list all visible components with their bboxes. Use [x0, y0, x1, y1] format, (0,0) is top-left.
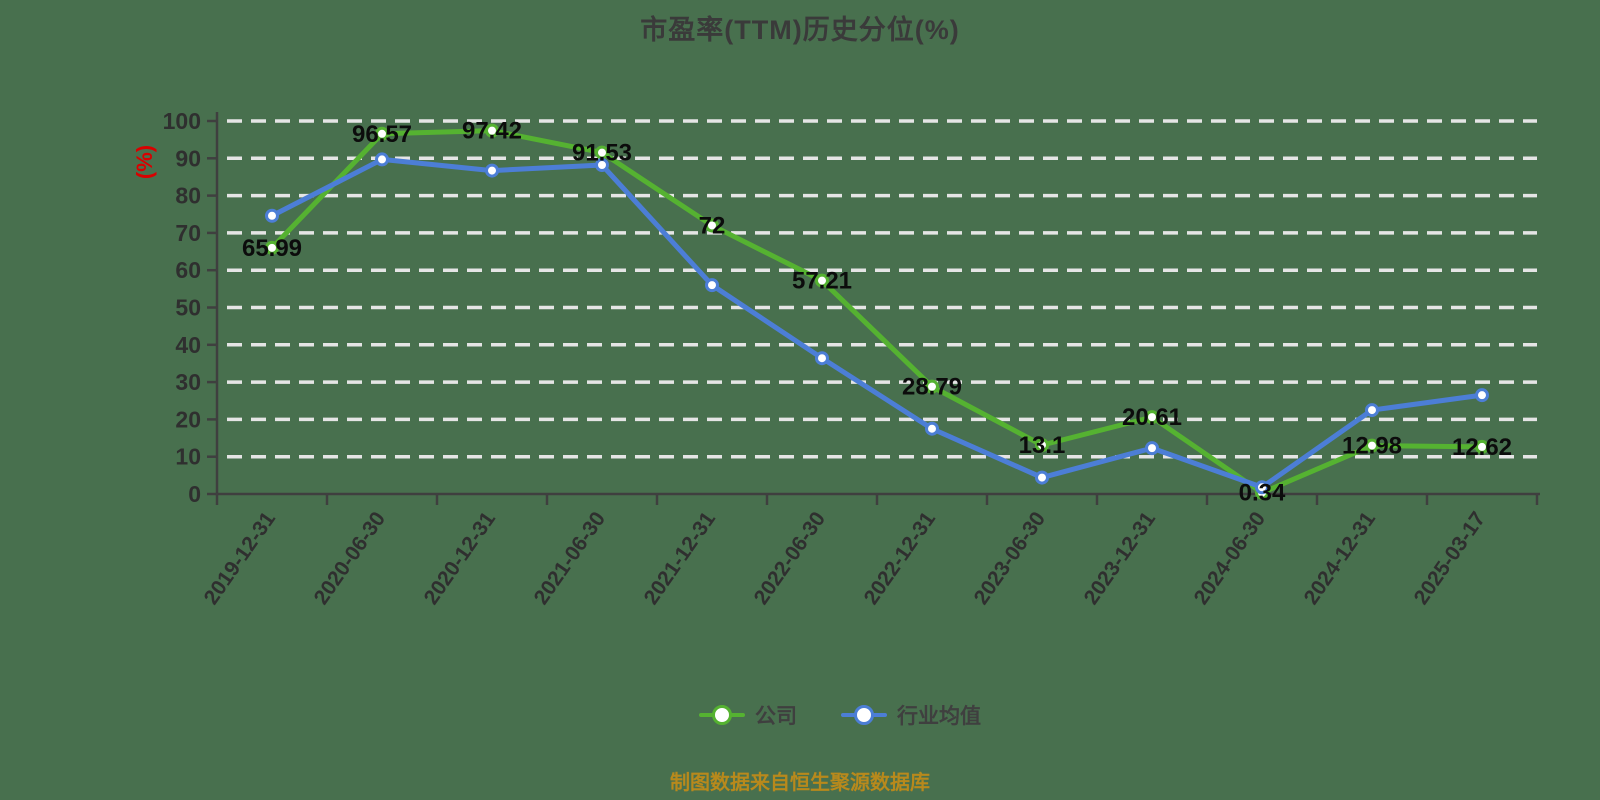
- industry-point-marker[interactable]: [595, 158, 609, 173]
- company-point-marker[interactable]: [1145, 410, 1159, 425]
- industry-point-marker[interactable]: [1475, 388, 1489, 403]
- legend-item-company[interactable]: 公司: [699, 700, 797, 730]
- company-point-marker[interactable]: [1475, 439, 1489, 454]
- x-tick-label: 2025-03-17: [1410, 508, 1490, 609]
- y-tick-label: 80: [175, 183, 201, 209]
- x-tick-label: 2023-06-30: [970, 508, 1050, 609]
- industry-point-marker[interactable]: [485, 163, 499, 178]
- y-tick-label: 60: [175, 257, 201, 283]
- x-tick-label: 2022-06-30: [750, 508, 830, 609]
- x-tick-label: 2023-12-31: [1080, 507, 1161, 608]
- company-point-marker[interactable]: [815, 273, 829, 288]
- chart-title: 市盈率(TTM)历史分位(%): [640, 15, 960, 45]
- data-label: 57.21: [792, 268, 852, 295]
- industry-point-marker[interactable]: [1365, 403, 1379, 418]
- industry-legend-marker-icon: [841, 705, 887, 725]
- legend: 公司 行业均值: [40, 700, 1600, 730]
- company-point-marker[interactable]: [705, 218, 719, 233]
- x-tick-label: 2020-06-30: [310, 508, 390, 609]
- data-label: 91.53: [572, 140, 632, 167]
- y-tick-label: 10: [175, 444, 201, 470]
- industry-point-marker[interactable]: [1255, 480, 1269, 495]
- y-tick-label: 50: [175, 295, 201, 321]
- company-legend-marker-icon: [699, 705, 745, 725]
- x-tick-label: 2024-12-31: [1300, 507, 1381, 608]
- x-tick-label: 2019-12-31: [200, 507, 281, 608]
- company-point-marker[interactable]: [265, 240, 279, 255]
- x-tick-label: 2024-06-30: [1190, 508, 1270, 609]
- company-point-marker[interactable]: [485, 123, 499, 138]
- legend-label-industry: 行业均值: [897, 705, 981, 728]
- legend-label-company: 公司: [755, 705, 797, 728]
- x-tick-label: 2020-12-31: [420, 507, 501, 608]
- data-label: 13.1: [1019, 432, 1066, 459]
- x-tick-label: 2022-12-31: [860, 507, 941, 608]
- data-label: 65.99: [242, 235, 302, 262]
- data-label: 12.62: [1452, 434, 1512, 461]
- industry-point-marker[interactable]: [815, 351, 829, 366]
- industry-point-marker[interactable]: [925, 421, 939, 436]
- y-tick-label: 30: [175, 369, 201, 395]
- industry-point-marker[interactable]: [265, 208, 279, 223]
- y-axis-name: (%): [132, 145, 157, 179]
- company-point-marker[interactable]: [1365, 438, 1379, 453]
- y-tick-label: 20: [175, 406, 201, 432]
- company-point-marker[interactable]: [375, 126, 389, 141]
- data-label: 72: [699, 212, 726, 239]
- data-label: 0.34: [1239, 480, 1286, 507]
- data-label: 12.98: [1342, 433, 1402, 460]
- industry-point-marker[interactable]: [1145, 441, 1159, 456]
- data-label: 97.42: [462, 118, 522, 145]
- y-tick-label: 40: [175, 332, 201, 358]
- industry-series-line: [269, 156, 1485, 490]
- company-point-marker[interactable]: [1035, 438, 1049, 453]
- company-series-line: [269, 128, 1485, 496]
- company-point-marker[interactable]: [925, 379, 939, 394]
- data-label: 20.61: [1122, 404, 1182, 431]
- industry-point-marker[interactable]: [705, 278, 719, 293]
- data-label: 28.79: [902, 374, 962, 401]
- x-tick-label: 2021-12-31: [640, 507, 721, 608]
- industry-point-marker[interactable]: [1035, 470, 1049, 485]
- data-label: 96.57: [352, 121, 412, 148]
- x-tick-label: 2021-06-30: [530, 508, 610, 609]
- y-tick-label: 70: [175, 220, 201, 246]
- y-tick-label: 90: [175, 145, 201, 171]
- y-tick-label: 100: [163, 108, 201, 134]
- data-source-caption: 制图数据来自恒生聚源数据库: [670, 772, 930, 794]
- legend-item-industry[interactable]: 行业均值: [841, 700, 981, 730]
- industry-point-marker[interactable]: [375, 152, 389, 167]
- y-tick-label: 0: [188, 481, 201, 507]
